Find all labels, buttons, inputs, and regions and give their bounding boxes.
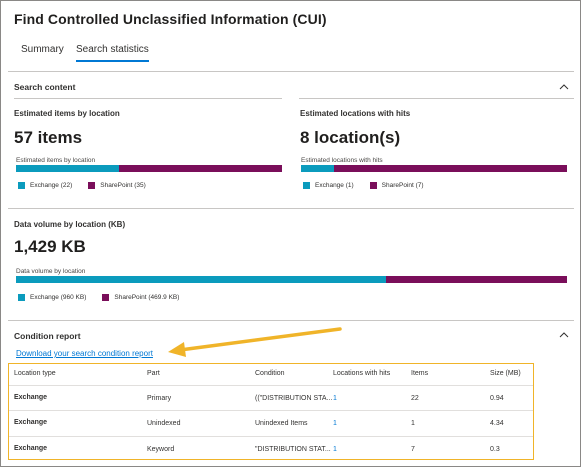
legend-sharepoint: SharePoint (35)	[100, 182, 146, 189]
table-row-divider	[9, 436, 533, 437]
table-cell-locations-with-hits[interactable]: 1	[333, 420, 337, 427]
table-cell-location-type: Exchange	[14, 419, 48, 426]
legend-swatch-exchange	[18, 294, 25, 301]
items-count: 57 items	[14, 128, 83, 147]
data-volume-label: Data volume by location (KB)	[14, 220, 126, 229]
table-cell-locations-with-hits[interactable]: 1	[333, 395, 337, 402]
locations-with-hits-label: Estimated locations with hits	[300, 109, 411, 118]
table-cell-size: 4.34	[490, 420, 504, 427]
volume-bar-label: Data volume by location	[16, 268, 86, 275]
table-row-divider	[9, 385, 533, 386]
legend-exchange: Exchange (960 KB)	[30, 294, 87, 301]
divider-condition	[8, 320, 574, 321]
table-cell-part: Unindexed	[147, 420, 181, 427]
page-title: Find Controlled Unclassified Information…	[14, 11, 327, 27]
table-cell-size: 0.3	[490, 446, 500, 453]
legend-sharepoint: SharePoint (7)	[381, 182, 424, 189]
tabs-divider	[8, 71, 574, 72]
table-cell-size: 0.94	[490, 395, 504, 402]
column-header-condition[interactable]: Condition	[255, 370, 285, 377]
legend-swatch-exchange	[18, 182, 25, 189]
legend-swatch-sharepoint	[369, 182, 377, 189]
column-header-items[interactable]: Items	[411, 370, 429, 377]
divider-volume	[8, 208, 574, 209]
table-row-divider	[9, 410, 533, 411]
table-cell-part: Primary	[147, 395, 172, 402]
column-header-size[interactable]: Size (MB)	[490, 370, 521, 377]
legend-swatch-sharepoint	[88, 182, 96, 189]
legend-swatch-exchange	[303, 182, 310, 189]
locations-bar-sharepoint	[334, 165, 567, 172]
table-cell-condition: "DISTRIBUTION STAT...	[255, 446, 331, 453]
chevron-up-icon[interactable]	[559, 82, 569, 92]
items-bar-exchange	[16, 165, 119, 172]
locations-bar-exchange	[301, 165, 335, 172]
volume-bar-exchange	[16, 276, 387, 283]
table-cell-items: 22	[411, 395, 419, 402]
table-cell-condition: Unindexed Items	[255, 420, 308, 427]
items-legend: Exchange (22) SharePoint (35)	[18, 182, 146, 189]
column-header-location-type[interactable]: Location type	[14, 370, 56, 377]
section-title-search-content: Search content	[14, 82, 76, 92]
table-cell-condition: (("DISTRIBUTION STA...	[255, 395, 333, 402]
chevron-up-icon[interactable]	[559, 330, 569, 340]
divider-left	[14, 98, 282, 99]
items-bar	[16, 165, 282, 172]
volume-legend: Exchange (960 KB) SharePoint (469.9 KB)	[18, 294, 179, 301]
volume-bar-sharepoint	[386, 276, 567, 283]
legend-exchange: Exchange (1)	[315, 182, 354, 189]
column-header-part[interactable]: Part	[147, 370, 160, 377]
table-cell-items: 7	[411, 446, 415, 453]
legend-swatch-sharepoint	[102, 294, 110, 301]
table-cell-items: 1	[411, 420, 415, 427]
locations-bar	[301, 165, 567, 172]
divider-right	[299, 98, 574, 99]
condition-table-highlight	[8, 363, 534, 460]
data-volume-value: 1,429 KB	[14, 237, 86, 256]
section-title-condition-report: Condition report	[14, 331, 81, 341]
locations-legend: Exchange (1) SharePoint (7)	[303, 182, 424, 189]
items-bar-sharepoint	[118, 165, 282, 172]
tab-summary[interactable]: Summary	[21, 44, 64, 55]
table-cell-locations-with-hits[interactable]: 1	[333, 446, 337, 453]
legend-exchange: Exchange (22)	[30, 182, 73, 189]
volume-bar	[16, 276, 567, 283]
table-cell-location-type: Exchange	[14, 394, 48, 401]
locations-count: 8 location(s)	[300, 128, 401, 147]
items-by-location-label: Estimated items by location	[14, 109, 120, 118]
legend-sharepoint: SharePoint (469.9 KB)	[114, 294, 180, 301]
table-cell-part: Keyword	[147, 446, 175, 453]
table-cell-location-type: Exchange	[14, 445, 48, 452]
items-bar-label: Estimated items by location	[16, 157, 96, 164]
locations-bar-label: Estimated locations with hits	[301, 157, 383, 164]
column-header-locations-with-hits[interactable]: Locations with hits	[333, 370, 391, 377]
download-condition-report-link[interactable]: Download your search condition report	[16, 349, 153, 358]
tab-search-statistics[interactable]: Search statistics	[76, 44, 149, 62]
